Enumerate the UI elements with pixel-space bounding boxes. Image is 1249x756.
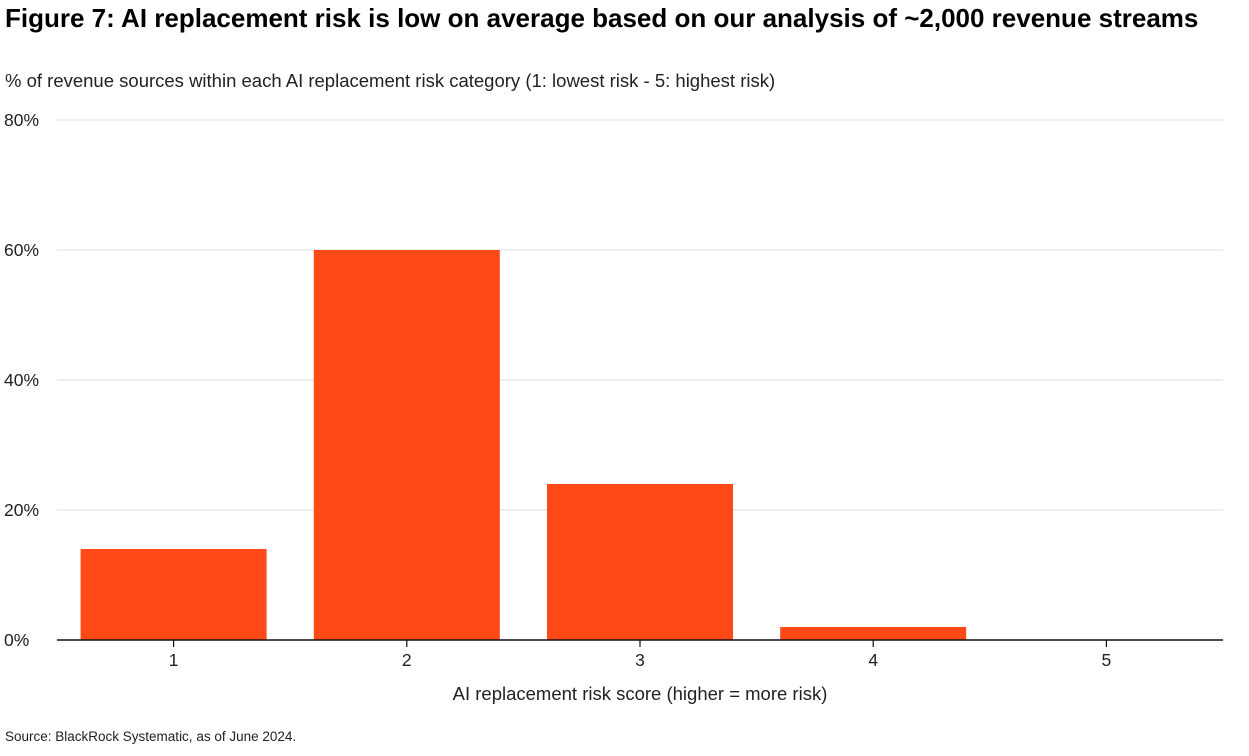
x-axis [57,639,1223,647]
y-tick-label: 20% [4,500,39,520]
y-tick-label: 0% [4,630,29,650]
x-tick-label: 3 [635,650,645,670]
x-tick-label: 5 [1102,650,1112,670]
y-axis-tick-labels: 0% 20% 40% 60% 80% [4,110,39,650]
source-note: Source: BlackRock Systematic, as of June… [5,729,297,744]
chart-title: Figure 7: AI replacement risk is low on … [5,3,1199,33]
chart-subtitle: % of revenue sources within each AI repl… [5,70,776,91]
bar-4 [780,627,967,640]
bar-2 [313,250,500,640]
bars [80,250,967,640]
x-tick-label: 4 [868,650,878,670]
bar-1 [80,549,267,640]
y-tick-label: 60% [4,240,39,260]
gridlines [57,119,1223,511]
bar-3 [547,484,733,640]
x-tick-label: 2 [402,650,412,670]
x-axis-tick-labels: 1 2 3 4 5 [169,650,1112,670]
x-tick-label: 1 [169,650,179,670]
y-tick-label: 40% [4,370,39,390]
x-axis-label: AI replacement risk score (higher = more… [453,683,828,704]
y-tick-label: 80% [4,110,39,130]
